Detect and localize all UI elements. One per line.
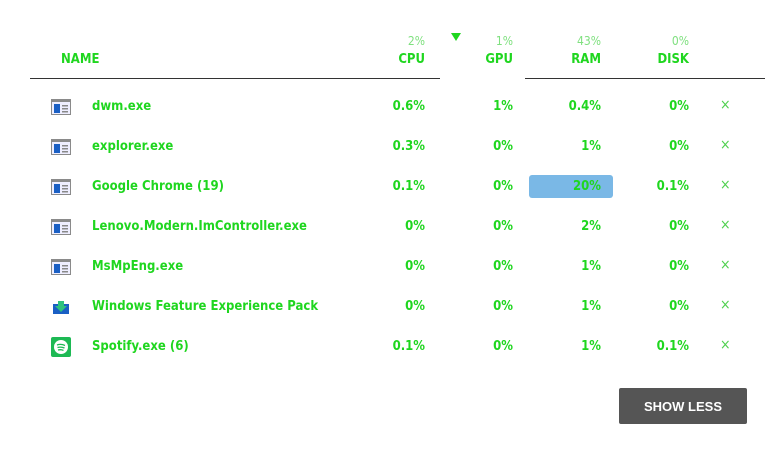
ram-value: 2% [581,219,601,234]
close-icon[interactable]: × [720,337,731,353]
gpu-value: 0% [493,139,513,154]
process-name: dwm.exe [92,99,152,114]
cpu-value: 0% [405,259,425,274]
disk-value: 0% [669,139,689,154]
disk-value: 0.1% [656,339,689,354]
gpu-value: 0% [493,339,513,354]
gpu-value: 0% [493,219,513,234]
table-row[interactable]: Lenovo.Modern.ImController.exe 0% 0% 2% 0% × [0,217,783,267]
gpu-value: 0% [493,179,513,194]
cpu-total: 2% [407,34,425,48]
close-icon[interactable]: × [720,217,731,233]
table-row[interactable]: Google Chrome (19) 0.1% 0% 20% 0.1% × [0,175,783,227]
app-window-icon [51,219,71,235]
spotify-icon [51,337,71,357]
disk-value: 0% [669,99,689,114]
process-name: Spotify.exe (6) [92,339,189,354]
cpu-value: 0% [405,299,425,314]
ram-total: 43% [577,34,601,48]
app-window-icon [51,139,71,155]
close-icon[interactable]: × [720,137,731,153]
ram-value: 1% [581,259,601,274]
close-icon[interactable]: × [720,257,731,273]
gpu-value: 1% [493,99,513,114]
close-icon[interactable]: × [720,97,731,113]
gpu-value: 0% [493,259,513,274]
app-window-icon [51,259,71,275]
ram-value: 1% [581,299,601,314]
disk-value: 0% [669,299,689,314]
column-header-name[interactable]: NAME [61,52,100,67]
header-divider [30,78,440,79]
disk-total: 0% [671,34,689,48]
cpu-value: 0.3% [392,139,425,154]
process-name: Windows Feature Experience Pack [92,299,319,314]
close-icon[interactable]: × [720,297,731,313]
ram-value: 1% [581,339,601,354]
column-header-gpu[interactable]: GPU [485,52,513,67]
process-name: Google Chrome (19) [92,179,224,194]
ram-value: 0.4% [568,99,601,114]
process-name: MsMpEng.exe [92,259,184,274]
gpu-value: 0% [493,299,513,314]
triangle-down-icon [451,33,461,41]
app-window-icon [51,179,71,195]
ram-value: 20% [573,179,601,194]
close-icon[interactable]: × [720,177,731,193]
column-header-cpu[interactable]: CPU [398,52,425,67]
cpu-value: 0.6% [392,99,425,114]
cpu-value: 0.1% [392,179,425,194]
gpu-total: 1% [495,34,513,48]
disk-value: 0% [669,219,689,234]
ram-highlight [529,175,613,198]
disk-value: 0% [669,259,689,274]
header-divider [525,78,765,79]
table-row[interactable]: Spotify.exe (6) 0.1% 0% 1% 0.1% × [0,337,783,387]
table-row[interactable]: explorer.exe 0.3% 0% 1% 0% × [0,137,783,187]
cpu-value: 0% [405,219,425,234]
column-header-disk[interactable]: DISK [657,52,689,67]
table-row[interactable]: dwm.exe 0.6% 1% 0.4% 0% × [0,97,783,147]
disk-value: 0.1% [656,179,689,194]
table-row[interactable]: MsMpEng.exe 0% 0% 1% 0% × [0,257,783,307]
ram-value: 1% [581,139,601,154]
column-header-ram[interactable]: RAM [571,52,601,67]
feature-pack-icon [51,299,71,315]
table-row[interactable]: Windows Feature Experience Pack 0% 0% 1% 0% × [0,297,783,347]
cpu-value: 0.1% [392,339,425,354]
process-name: Lenovo.Modern.ImController.exe [92,219,307,234]
process-name: explorer.exe [92,139,174,154]
show-less-button[interactable]: SHOW LESS [619,388,747,424]
app-window-icon [51,99,71,115]
